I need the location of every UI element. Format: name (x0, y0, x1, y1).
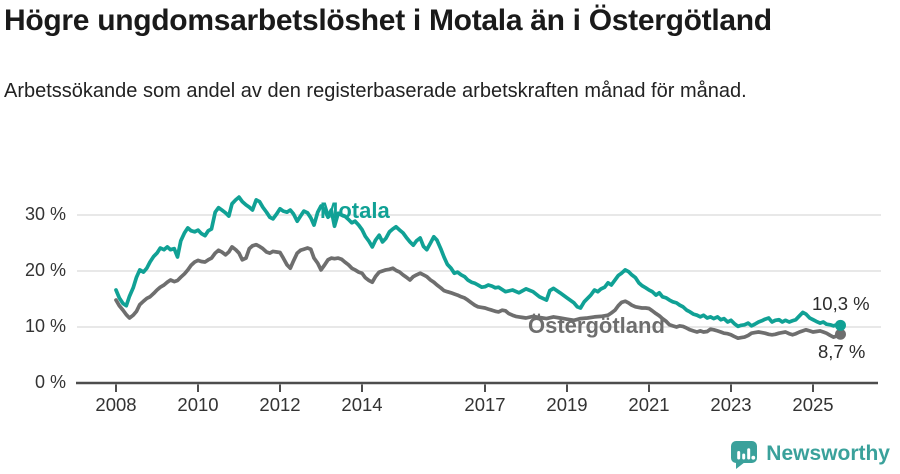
series-end-dot-motala (834, 319, 846, 331)
newsworthy-speech-bubble-bar-chart-icon (731, 440, 758, 469)
series-end-dot-östergötland (834, 328, 846, 340)
newsworthy-logo-text: Newsworthy (766, 442, 890, 465)
page-title: Högre ungdomsarbetslöshet i Motala än i … (4, 4, 772, 37)
series-line-östergötland (114, 242, 843, 341)
newsworthy-logo: Newsworthy (729, 438, 890, 470)
series-line-motala (114, 195, 843, 329)
page-subtitle: Arbetssökande som andel av den registerb… (4, 80, 747, 102)
